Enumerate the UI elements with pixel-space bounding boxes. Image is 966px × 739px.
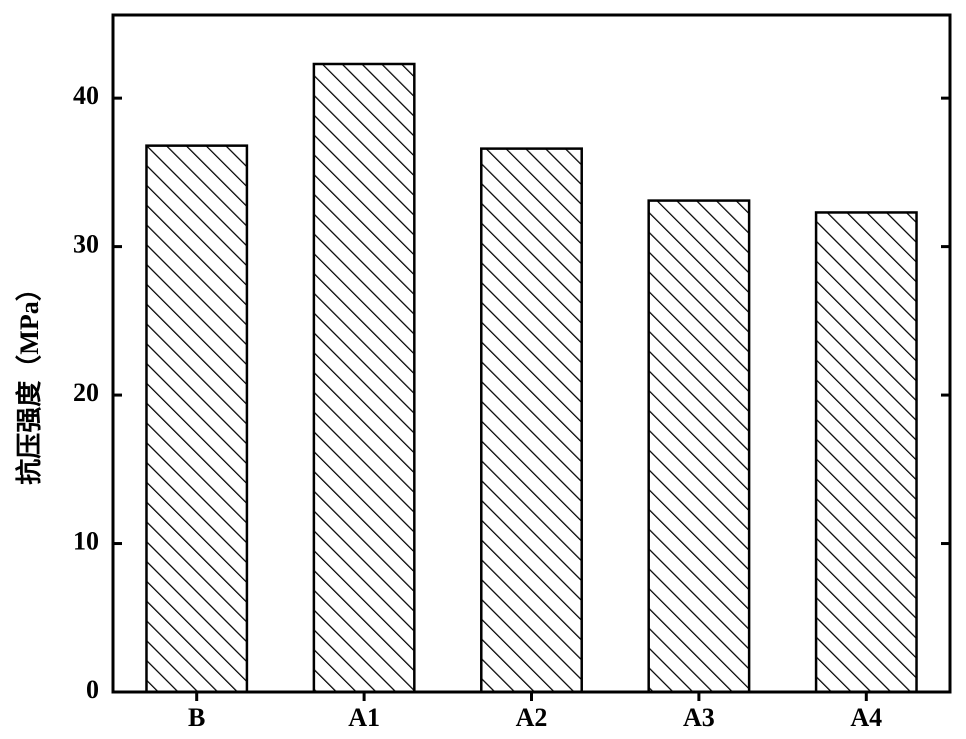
bar — [814, 211, 918, 694]
y-tick-label: 40 — [73, 81, 99, 110]
bar — [145, 144, 249, 694]
bar — [647, 199, 751, 694]
x-tick-label: A2 — [516, 703, 548, 732]
y-tick-label: 30 — [73, 230, 99, 259]
x-tick-label: A4 — [850, 703, 882, 732]
bar — [312, 62, 416, 694]
x-tick-label: A1 — [348, 703, 380, 732]
y-tick-label: 20 — [73, 378, 99, 407]
x-tick-label: B — [188, 703, 205, 732]
plot-frame — [111, 13, 952, 694]
y-tick-label: 0 — [86, 675, 99, 704]
x-tick-label: A3 — [683, 703, 715, 732]
y-tick-label: 10 — [73, 527, 99, 556]
y-axis-label: 抗压强度（MPa） — [14, 275, 44, 484]
bar — [480, 147, 583, 694]
